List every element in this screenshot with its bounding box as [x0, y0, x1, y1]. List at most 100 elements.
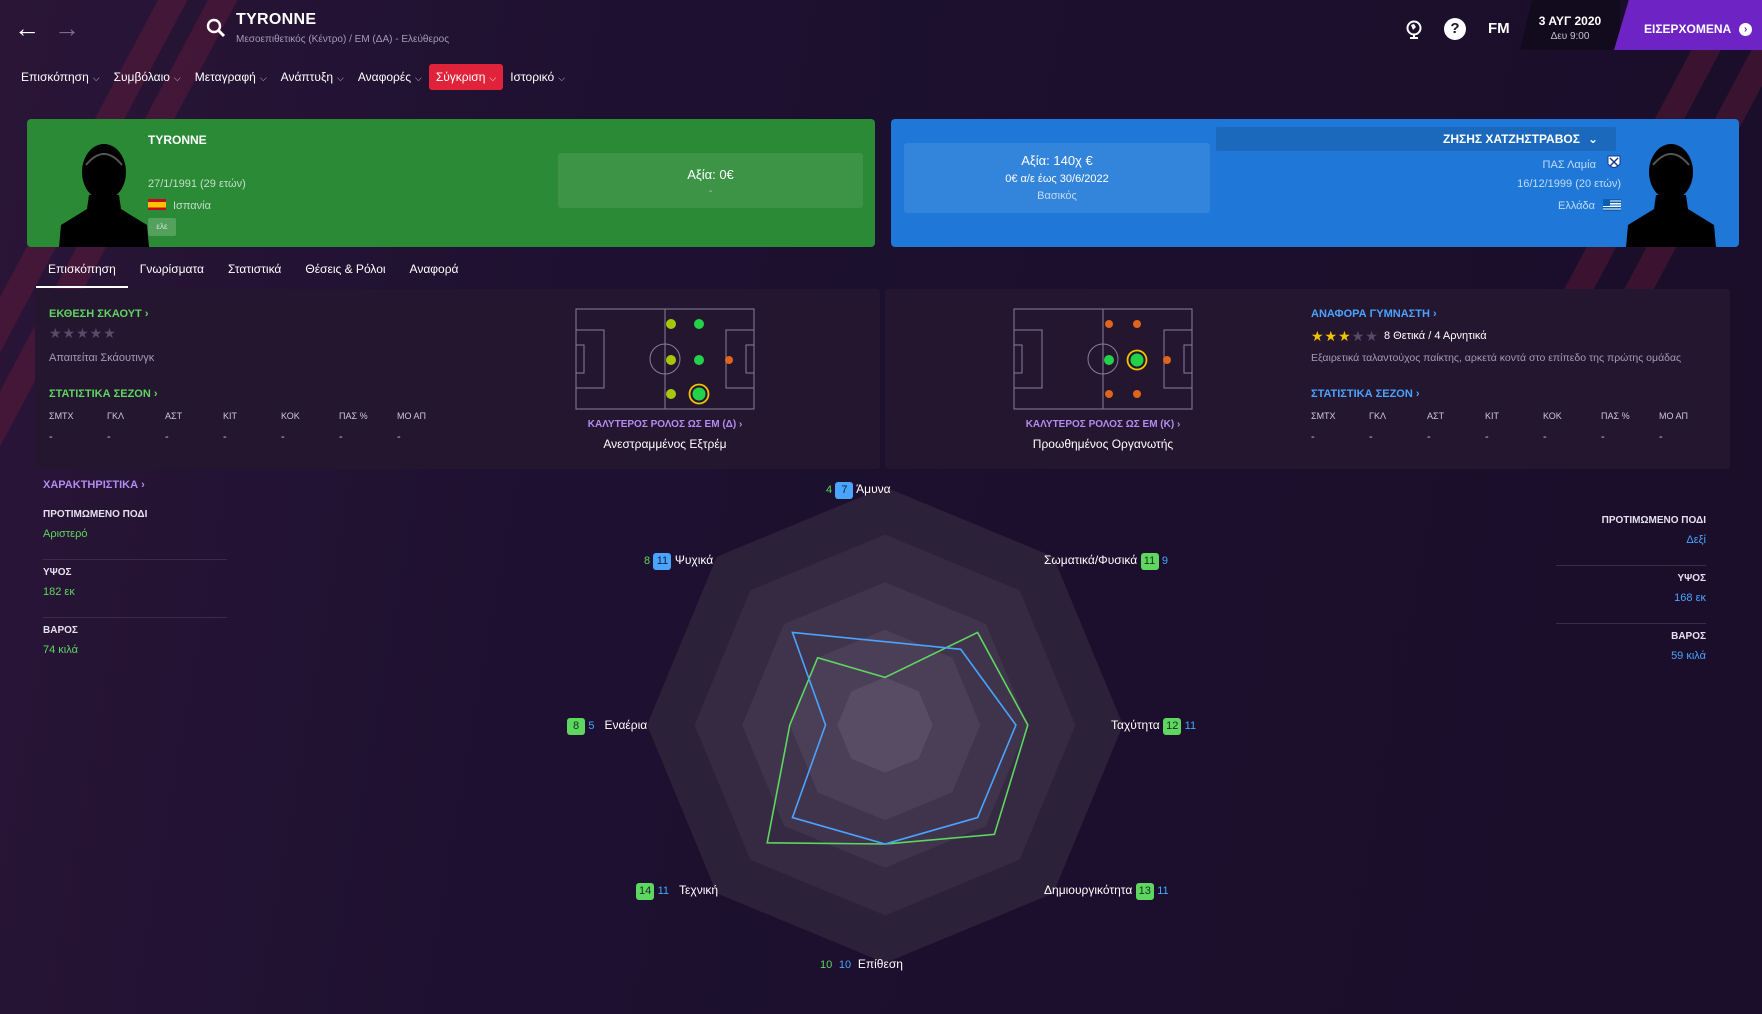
best-position-ring: [1126, 349, 1148, 371]
divider: [1556, 623, 1706, 624]
chevron-down-icon: ⌵: [259, 73, 267, 83]
right-height-label: ΥΨΟΣ: [1677, 573, 1706, 584]
position-dot: [1133, 390, 1141, 398]
chevron-down-icon: ⌵: [92, 73, 100, 83]
top-bar: ← → TYRONNE Μεσοεπιθετικός (Κέντρο) / ΕΜ…: [0, 0, 1762, 60]
stat-value: -: [1485, 431, 1489, 443]
back-arrow-icon[interactable]: ←: [14, 13, 40, 43]
player-avatar: [59, 144, 149, 247]
physio-summary: 8 Θετικά / 4 Αρνητικά: [1384, 330, 1487, 342]
left-foot-value: Αριστερό: [43, 528, 88, 540]
left-player-nation: Ισπανία: [148, 199, 211, 212]
stat-head: ΑΣΤ: [1427, 411, 1445, 421]
chevron-down-icon: ⌄: [1587, 132, 1598, 146]
physio-report-link[interactable]: ΑΝΑΦΟΡΑ ΓΥΜΝΑΣΤΗ ›: [1311, 308, 1437, 320]
stat-head: ΣΜΤΧ: [49, 411, 74, 421]
position-dot: [666, 389, 676, 399]
stat-head: ΑΣΤ: [165, 411, 183, 421]
greece-flag-icon: [1603, 199, 1621, 211]
main-menu: Επισκόπηση ⌵ Συμβόλαιο ⌵ Μεταγραφή ⌵ Ανάπτυ…: [14, 64, 572, 90]
position-dot: [1130, 353, 1144, 367]
menu-item-contract[interactable]: Συμβόλαιο ⌵: [113, 70, 181, 84]
right-player-nation: Ελλάδα: [1558, 199, 1621, 212]
stat-value: -: [397, 431, 401, 443]
fm-logo[interactable]: FM: [1488, 20, 1510, 37]
menu-item-history[interactable]: Ιστορικό ⌵: [510, 70, 566, 84]
season-stats-link[interactable]: ΣΤΑΤΙΣΤΙΚΑ ΣΕΖΟΝ ›: [49, 388, 158, 400]
player-select-dropdown[interactable]: ΖΗΣΗΣ ΧΑΤΖΗΣΤΡΑΒΟΣ ⌄: [1216, 127, 1616, 151]
divider: [43, 559, 227, 560]
divider: [43, 617, 227, 618]
right-player-card: Αξία: 140χ € 0€ α/ε έως 30/6/2022 Βασικό…: [891, 119, 1739, 247]
best-role-link[interactable]: ΚΑΛΥΤΕΡΟΣ ΡΟΛΟΣ ΩΣ ΕΜ (Δ) ›: [587, 419, 743, 430]
right-overview-panel: ΚΑΛΥΤΕΡΟΣ ΡΟΛΟΣ ΩΣ ΕΜ (Κ) › Προωθημένος …: [885, 289, 1730, 469]
position-dot: [1163, 356, 1171, 364]
radar-label-physical: Σωματικά/Φυσικά 11 9: [1044, 553, 1168, 570]
right-foot-value: Δεξί: [1686, 534, 1706, 546]
stat-value: -: [1659, 431, 1663, 443]
scout-report-link[interactable]: ΕΚΘΕΣΗ ΣΚΑΟΥΤ ›: [49, 308, 149, 320]
position-dot: [1104, 355, 1114, 365]
radar-label-mental: 8 11 Ψυχικά: [644, 553, 713, 570]
radar-ring: [837, 677, 933, 773]
divider: [1556, 565, 1706, 566]
right-foot-label: ΠΡΟΤΙΜΩΜΕΝΟ ΠΟΔΙ: [1601, 515, 1706, 526]
inbox-label: ΕΙΣΕΡΧΟΜΕΝΑ: [1644, 22, 1732, 36]
player-subtitle: Μεσοεπιθετικός (Κέντρο) / ΕΜ (ΔΑ) - Ελεύ…: [236, 34, 450, 45]
menu-item-comparison[interactable]: Σύγκριση ⌵: [428, 64, 504, 90]
radar-label-technique: 14 11 Τεχνική: [636, 883, 718, 900]
right-status: Βασικός: [1037, 190, 1077, 202]
physio-rating-stars: ★★★★★: [1311, 328, 1379, 344]
menu-item-reports[interactable]: Αναφορές ⌵: [357, 70, 422, 84]
tab-report[interactable]: Αναφορά: [409, 262, 459, 276]
stat-head: ΜΟ ΑΠ: [1659, 411, 1689, 421]
date-box[interactable]: 3 ΑΥΓ 2020 Δευ 9:00: [1520, 0, 1620, 50]
right-value: Αξία: 140χ €: [1021, 153, 1093, 168]
right-player-club: ΠΑΣ Λαμία: [1543, 155, 1621, 171]
help-icon[interactable]: ?: [1444, 18, 1466, 40]
stat-value: -: [223, 431, 227, 443]
club-crest-icon: [1607, 155, 1621, 168]
status-badge: ελε: [148, 218, 176, 236]
current-time: Δευ 9:00: [1550, 31, 1590, 42]
menu-item-transfer[interactable]: Μεταγραφή ⌵: [194, 70, 267, 84]
menu-item-development[interactable]: Ανάπτυξη ⌵: [280, 70, 344, 84]
season-stats-link[interactable]: ΣΤΑΤΙΣΤΙΚΑ ΣΕΖΟΝ ›: [1311, 388, 1420, 400]
globe-icon[interactable]: [1403, 18, 1425, 40]
tab-overview[interactable]: Επισκόπηση: [36, 258, 128, 288]
search-icon[interactable]: [205, 17, 227, 39]
stat-value: -: [49, 431, 53, 443]
right-contract: 0€ α/ε έως 30/6/2022: [1005, 173, 1109, 185]
inbox-button[interactable]: ΕΙΣΕΡΧΟΜΕΝΑ ›: [1614, 0, 1762, 50]
left-player-dob: 27/1/1991 (29 ετών): [148, 178, 246, 190]
scout-rating-stars: ★★★★★: [49, 325, 117, 341]
menu-item-overview[interactable]: Επισκόπηση ⌵: [21, 70, 100, 84]
stat-value: -: [1369, 431, 1373, 443]
physio-note: Εξαιρετικά ταλαντούχος παίκτης, αρκετά κ…: [1311, 352, 1682, 364]
attributes-link[interactable]: ΧΑΡΑΚΤΗΡΙΣΤΙΚΑ ›: [43, 479, 145, 491]
left-weight-value: 74 κιλά: [43, 644, 78, 656]
position-dot: [1133, 320, 1141, 328]
stat-head: ΓΚΛ: [107, 411, 124, 421]
radar-label-speed: Ταχύτητα 12 11: [1111, 718, 1196, 735]
position-dot: [725, 356, 733, 364]
stat-value: -: [1311, 431, 1315, 443]
left-value-sub: -: [708, 186, 713, 197]
tab-stats[interactable]: Στατιστικά: [228, 262, 282, 276]
left-player-card: TYRONNE 27/1/1991 (29 ετών) Ισπανία ελε …: [27, 119, 875, 247]
left-value-box: Αξία: 0€ -: [558, 153, 863, 208]
left-player-name: TYRONNE: [148, 133, 207, 147]
position-dot: [694, 319, 704, 329]
best-role-link[interactable]: ΚΑΛΥΤΕΡΟΣ ΡΟΛΟΣ ΩΣ ΕΜ (Κ) ›: [1025, 419, 1181, 430]
forward-arrow-icon[interactable]: →: [54, 13, 80, 43]
position-dot: [1105, 320, 1113, 328]
tab-positions[interactable]: Θέσεις & Ρόλοι: [305, 262, 386, 276]
stat-head: ΣΜΤΧ: [1311, 411, 1336, 421]
radar-label-creativity: Δημιουργικότητα 13 11: [1044, 883, 1169, 900]
positions-pitch: [575, 308, 755, 410]
right-height-value: 168 εκ: [1674, 592, 1706, 604]
player-avatar: [1626, 144, 1716, 247]
position-dot: [1105, 390, 1113, 398]
tab-attributes[interactable]: Γνωρίσματα: [139, 262, 204, 276]
stat-value: -: [339, 431, 343, 443]
